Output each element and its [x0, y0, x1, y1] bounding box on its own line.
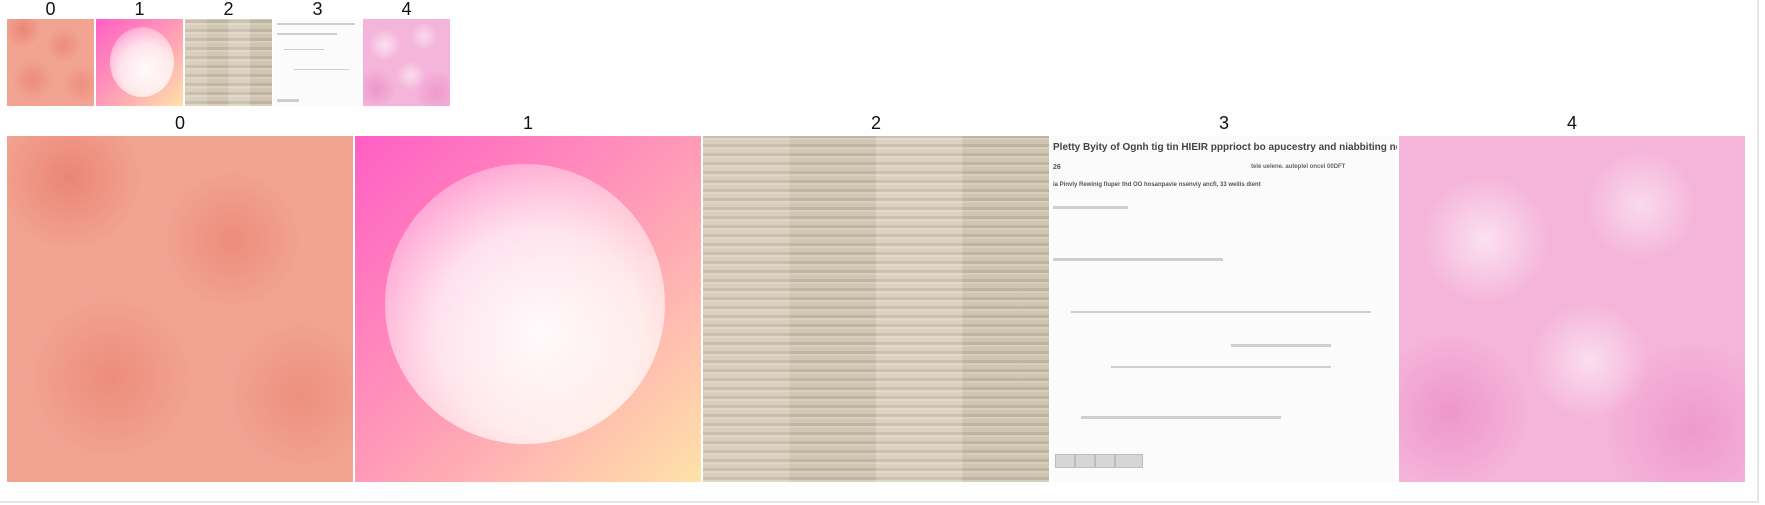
thumbnail-cell-2[interactable]: 2: [185, 0, 272, 106]
thumbnail-index-label: 0: [45, 0, 56, 19]
document-line: ia Pinvly Rewinig fiuper thd OO hosanpav…: [1053, 182, 1261, 188]
image-index-label: 0: [174, 113, 185, 133]
thumbnail-cell-1[interactable]: 1: [96, 0, 183, 106]
image-index-label: 3: [1218, 113, 1229, 133]
thumbnail-index-label: 4: [401, 0, 412, 19]
image-cell-4[interactable]: 4: [1399, 114, 1745, 482]
main-image-row: 0 1 2 3 Pletty Byity of Ognh tig tin HIE…: [7, 114, 1747, 482]
thumbnail-index-label: 2: [223, 0, 234, 19]
image-cell-1[interactable]: 1: [355, 114, 701, 482]
image-cell-3[interactable]: 3 Pletty Byity of Ognh tig tin HIEIR ppp…: [1051, 114, 1397, 482]
image-pink-silk[interactable]: [1399, 136, 1745, 482]
image-index-label: 4: [1566, 113, 1577, 133]
thumbnail-image-coral-texture[interactable]: [7, 19, 94, 106]
document-subtext-left: 26: [1053, 164, 1061, 171]
thumbnail-cell-0[interactable]: 0: [7, 0, 94, 106]
image-coral-texture[interactable]: [7, 136, 353, 482]
thumbnail-cell-3[interactable]: 3: [274, 0, 361, 106]
thumbnail-index-label: 1: [134, 0, 145, 19]
document-subtext-right: tele uelene. auteplel oncel 00DFT: [1251, 164, 1346, 170]
image-index-label: 2: [870, 113, 881, 133]
thumbnail-cell-4[interactable]: 4: [363, 0, 450, 106]
thumbnail-image-pink-silk[interactable]: [363, 19, 450, 106]
thumbnail-image-wood-texture[interactable]: [185, 19, 272, 106]
thumbnail-row: 0 1 2 3 4: [7, 0, 452, 106]
thumbnail-image-document[interactable]: [274, 19, 361, 106]
image-cell-0[interactable]: 0: [7, 114, 353, 482]
image-document[interactable]: Pletty Byity of Ognh tig tin HIEIR pppri…: [1051, 136, 1397, 482]
thumbnail-image-white-sphere[interactable]: [96, 19, 183, 106]
document-title: Pletty Byity of Ognh tig tin HIEIR pppri…: [1053, 142, 1397, 153]
image-wood-texture[interactable]: [703, 136, 1049, 482]
image-cell-2[interactable]: 2: [703, 114, 1049, 482]
thumbnail-index-label: 3: [312, 0, 323, 19]
image-index-label: 1: [522, 113, 533, 133]
image-white-sphere[interactable]: [355, 136, 701, 482]
